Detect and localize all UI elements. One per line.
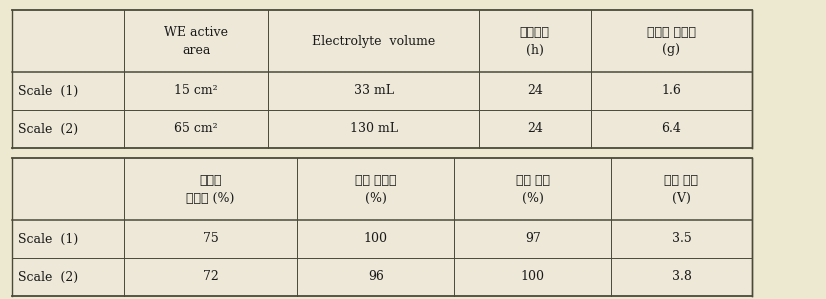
Bar — [12, 10, 752, 148]
Text: 33 mL: 33 mL — [354, 85, 394, 97]
Text: 옥살산 생성량
(g): 옥살산 생성량 (g) — [647, 25, 695, 57]
Bar — [12, 158, 752, 296]
Text: 97: 97 — [525, 233, 541, 245]
Text: 24: 24 — [527, 85, 543, 97]
Text: 양단 전압
(V): 양단 전압 (V) — [664, 173, 699, 205]
Text: 100: 100 — [363, 233, 388, 245]
Text: 24: 24 — [527, 123, 543, 135]
Text: 3.8: 3.8 — [672, 271, 691, 283]
Text: Scale  (1): Scale (1) — [18, 85, 78, 97]
Text: 72: 72 — [202, 271, 219, 283]
Text: 65 cm²: 65 cm² — [174, 123, 218, 135]
Text: 1.6: 1.6 — [661, 85, 681, 97]
Text: 반응시간
(h): 반응시간 (h) — [520, 25, 550, 57]
Text: 96: 96 — [368, 271, 384, 283]
Text: Scale  (2): Scale (2) — [18, 123, 78, 135]
Text: WE active
area: WE active area — [164, 25, 228, 57]
Text: 6.4: 6.4 — [661, 123, 681, 135]
Text: Scale  (1): Scale (1) — [18, 233, 78, 245]
Text: Electrolyte  volume: Electrolyte volume — [312, 34, 435, 48]
Text: 100: 100 — [520, 271, 545, 283]
Text: 옥살산
전환율 (%): 옥살산 전환율 (%) — [187, 173, 235, 205]
Text: 아연 회수율
(%): 아연 회수율 (%) — [355, 173, 396, 205]
Text: 15 cm²: 15 cm² — [174, 85, 218, 97]
Text: 130 mL: 130 mL — [349, 123, 398, 135]
Text: 전류 효율
(%): 전류 효율 (%) — [515, 173, 550, 205]
Text: Scale  (2): Scale (2) — [18, 271, 78, 283]
Text: 3.5: 3.5 — [672, 233, 691, 245]
Text: 75: 75 — [202, 233, 219, 245]
